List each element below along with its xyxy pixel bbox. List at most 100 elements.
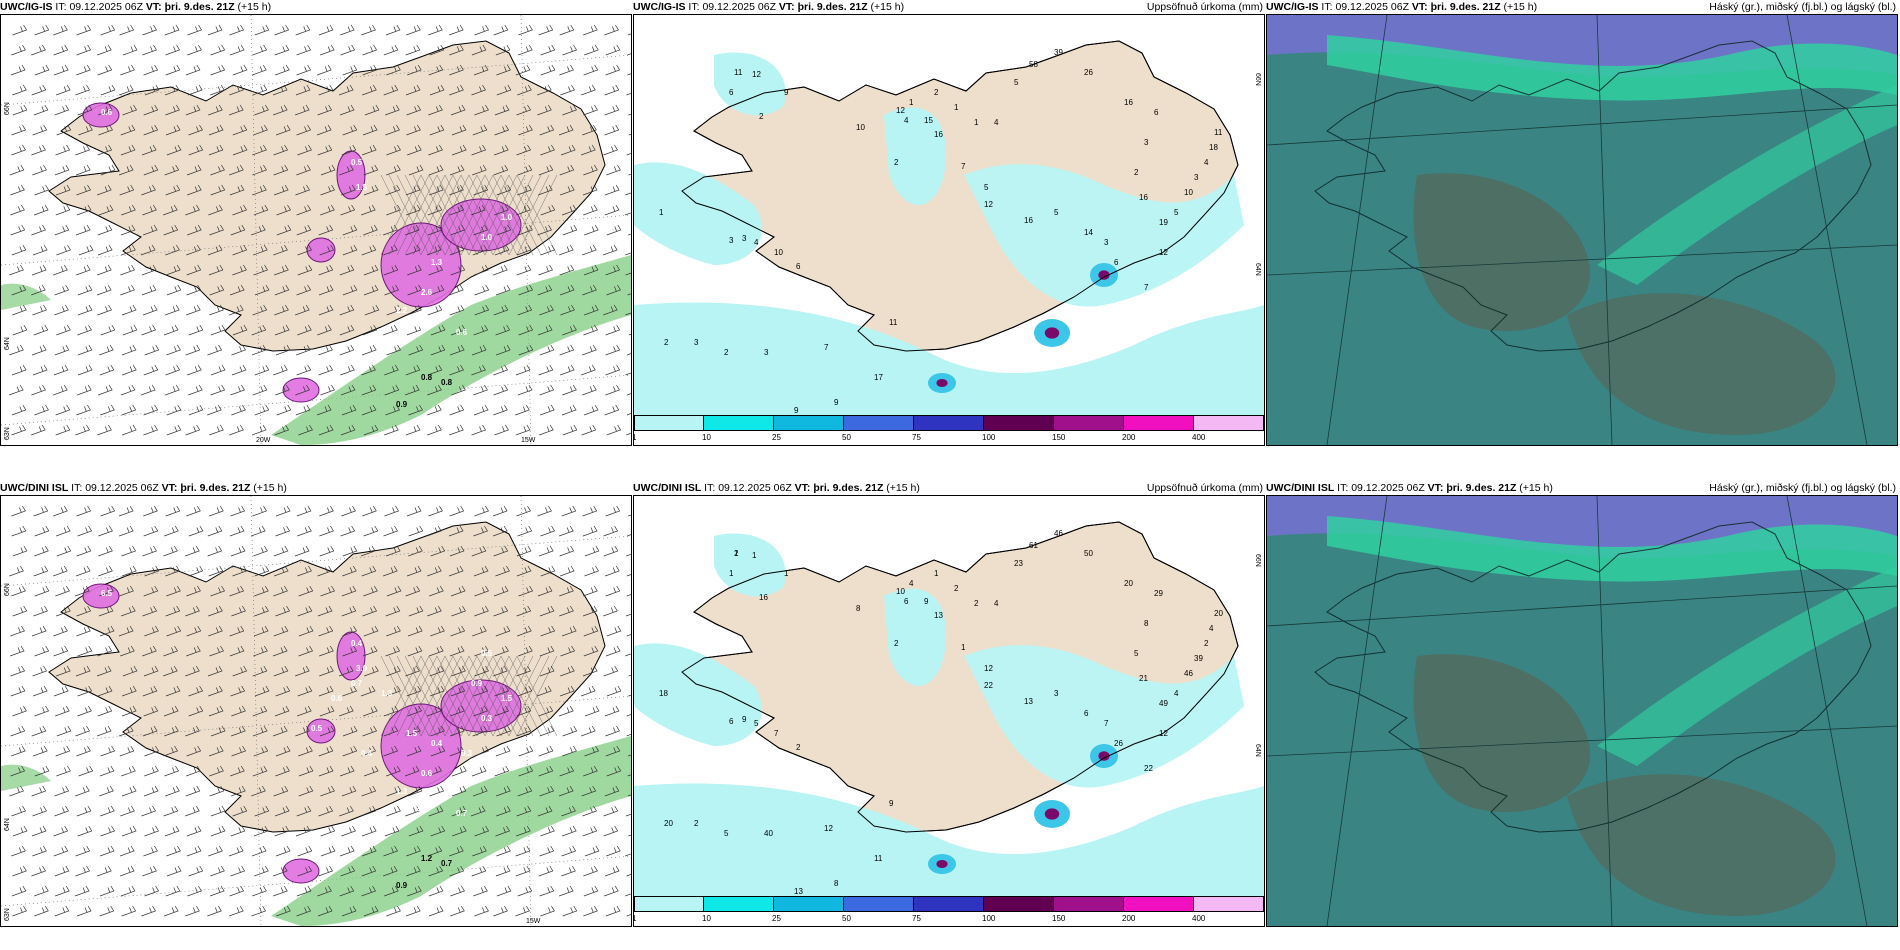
wind-barb (252, 885, 267, 897)
wind-barb (276, 204, 292, 216)
wind-barb (561, 404, 577, 416)
wind-barb (296, 164, 311, 176)
wind-barb (606, 224, 622, 236)
wind-barb (141, 905, 156, 917)
precip-value-label: 0.9 (396, 400, 408, 409)
wind-barb (516, 244, 532, 256)
wind-barb (317, 885, 332, 897)
wind-barb (339, 765, 355, 777)
wind-barb (121, 304, 137, 316)
wind-barb (428, 885, 444, 897)
wind-barb (298, 765, 314, 777)
wind-barb (473, 705, 488, 717)
precip-value-label: 9 (834, 398, 839, 407)
wind-barb (537, 224, 552, 236)
wind-barb (537, 284, 553, 296)
precip-area (634, 783, 1264, 906)
wind-barb (340, 24, 355, 36)
wind-barb (364, 304, 380, 316)
vt-value: þri. 9.des. 21Z (797, 1, 868, 13)
wind-barb (75, 665, 91, 677)
wind-barb (254, 24, 270, 36)
wind-barb (232, 665, 248, 677)
map-accum-precip[interactable]: 66N 64N 1 1 1 1 16 18 6 9 5 7 2 8 10 6 9 13 2 1 12 22 13 3 6 7 26 2… (633, 495, 1265, 927)
wind-barb (229, 164, 244, 176)
precip-value-label: 1.5 (356, 183, 368, 192)
wind-barb (55, 144, 71, 156)
wind-barb (34, 24, 50, 36)
wind-barb (538, 745, 554, 757)
wind-barb (430, 545, 446, 557)
precip-value-label: 0.8 (421, 373, 433, 382)
wind-barb (581, 725, 596, 737)
wind-barb (407, 645, 423, 657)
wind-barb (626, 574, 631, 577)
wind-barb (53, 384, 68, 396)
mid-cloud-band (1327, 516, 1897, 582)
map-clouds[interactable] (1266, 14, 1898, 446)
wind-barb (561, 805, 576, 817)
wind-barb (97, 224, 113, 236)
precip-value-label: 4 (754, 238, 759, 247)
wind-barb (12, 324, 28, 336)
wind-barb (318, 805, 334, 817)
wind-barb (408, 525, 424, 537)
map-accum-precip[interactable]: 66N 64N 11 12 6 9 2 1 3 3 4 10 6 10 12 4 15 16 2 7 5 12 16 5 14 3… (633, 14, 1265, 446)
wind-barb (605, 565, 620, 577)
precip-value-label: 1 (659, 208, 664, 217)
wind-barb (188, 404, 204, 416)
wind-barb (363, 625, 379, 637)
wind-barb (319, 645, 334, 657)
wind-barb (297, 244, 313, 256)
colorbar-tick-label: 200 (1122, 914, 1136, 923)
wind-barb (559, 545, 575, 557)
wind-barb (474, 264, 489, 276)
wind-barb (97, 304, 112, 316)
wind-barb (11, 424, 27, 436)
wind-barb (31, 224, 46, 236)
wind-barb (363, 264, 379, 276)
wind-barb (406, 905, 421, 917)
precip-value-label: 2 (724, 348, 729, 357)
map-clouds[interactable] (1266, 495, 1898, 927)
wind-barb (142, 865, 157, 877)
wind-barb (584, 44, 599, 56)
colorbar-tick-label: 100 (982, 433, 996, 442)
wind-barb (582, 244, 597, 256)
wind-barb (186, 164, 202, 176)
wind-barb (518, 585, 534, 597)
wind-barb (164, 525, 179, 537)
wind-barb (562, 384, 577, 396)
precip-value-label: 1 (934, 569, 939, 578)
rain-area (271, 255, 631, 445)
wind-barb (582, 184, 598, 196)
wind-barb (32, 124, 48, 136)
precip-value-label: 12 (752, 70, 761, 79)
map-precip-type[interactable]: 66N 64N 63N 20W 15W 0.6 0.5 1.5 1.0 1.0 1.3 2.6 2.2 1… (0, 14, 632, 446)
wind-barb (142, 605, 158, 617)
wind-barb (229, 645, 245, 657)
wind-barb (142, 44, 157, 56)
map-precip-type[interactable]: 66N 64N 63N 15W 6.5 0.4 3.0 1.5 0.3 0.4 0.6 1.3 2.5 1… (0, 495, 632, 927)
wind-barb (54, 104, 70, 116)
wind-barb (75, 865, 91, 877)
wind-barb (75, 565, 91, 577)
wind-barb (252, 64, 267, 76)
wind-barb (253, 545, 268, 557)
wind-barb (119, 84, 134, 96)
wind-barb (74, 885, 90, 897)
wind-barb (209, 224, 224, 236)
wind-barb (625, 192, 631, 196)
wind-barb (251, 905, 267, 917)
wind-barb (604, 785, 620, 797)
wind-barb (581, 424, 597, 436)
precip-value-label: 7 (774, 729, 779, 738)
wind-barb (318, 284, 334, 296)
wind-barb (339, 104, 355, 116)
wind-barb (428, 865, 444, 877)
wind-barb (364, 665, 379, 677)
wind-barb (76, 625, 91, 637)
wind-barb (386, 164, 401, 176)
wind-barb (362, 645, 378, 657)
